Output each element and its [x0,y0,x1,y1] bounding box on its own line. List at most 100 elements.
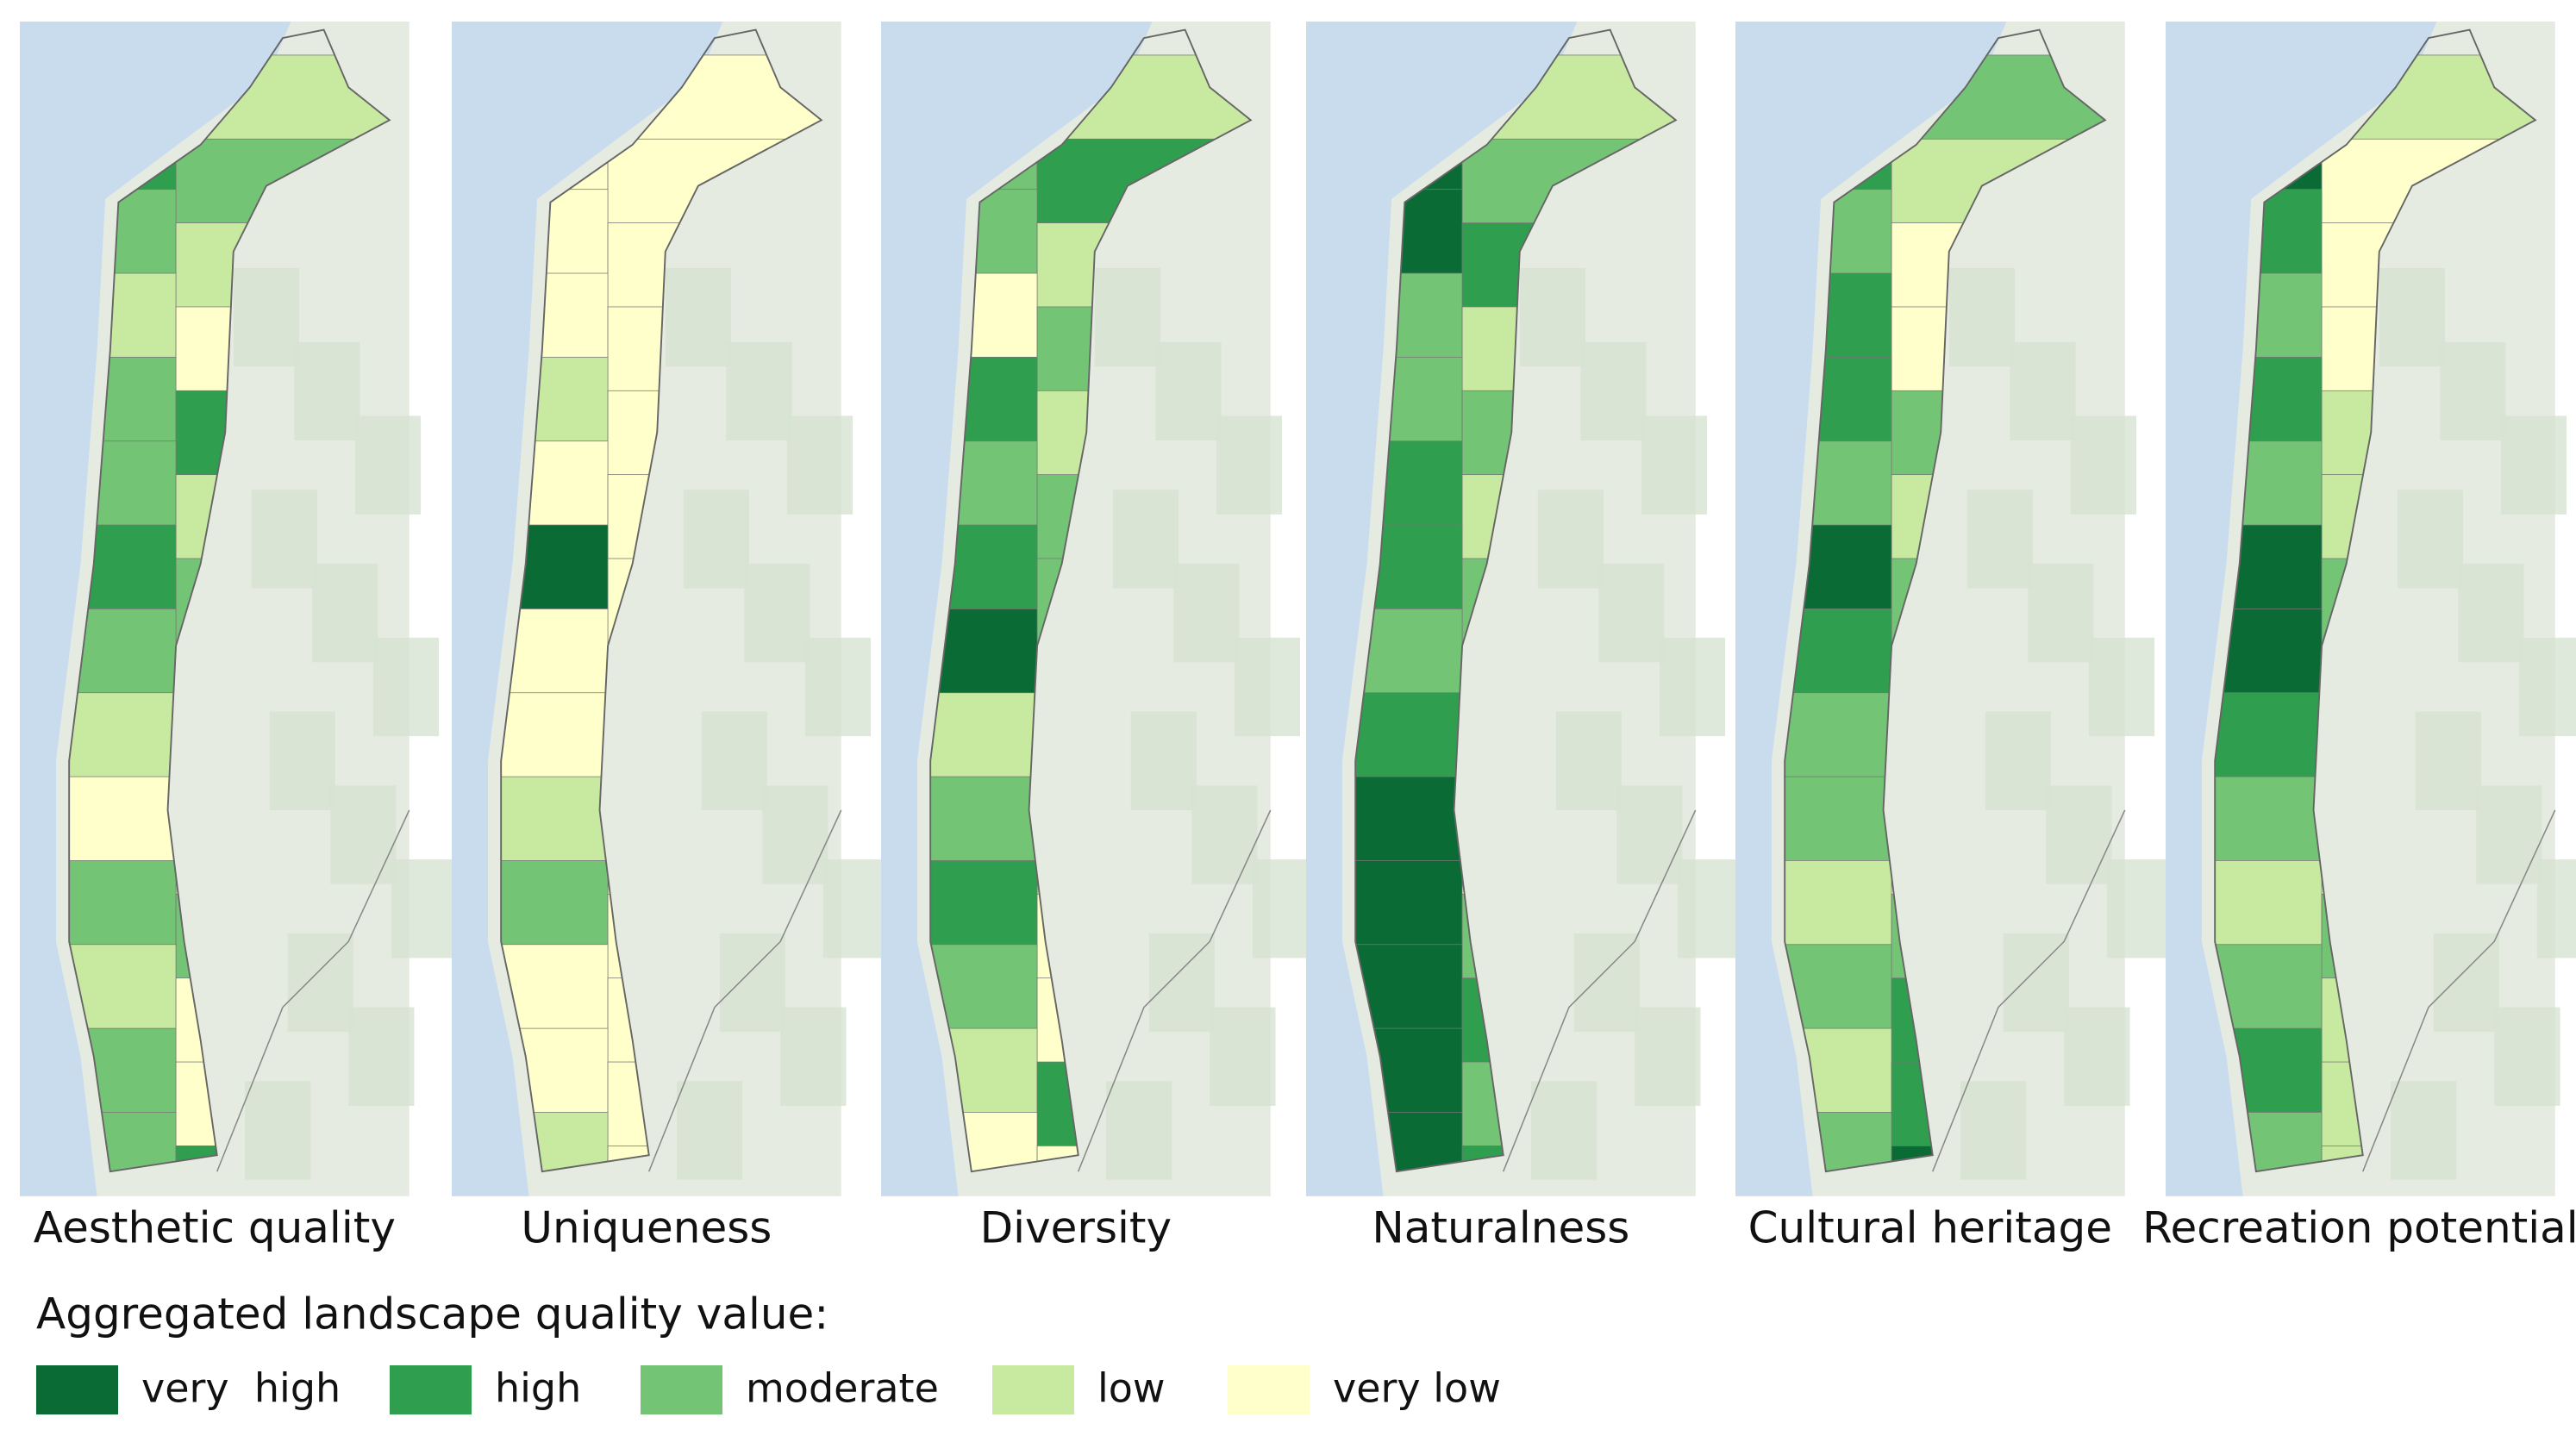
forest-patch [2518,637,2576,737]
strip-outline [68,28,391,1173]
forest-patch [1130,711,1197,810]
region [930,692,1038,778]
forest-patch [1659,637,1726,737]
forest-patch [2458,563,2524,663]
forest-patch [2070,415,2137,515]
forest-patch [2440,341,2506,441]
forest-patch [2379,267,2446,367]
region [1785,692,1892,778]
map-panel [1735,22,2173,1196]
legend-label: high [495,1365,581,1412]
forest-patch [2500,415,2567,515]
map-panel [1306,22,1743,1196]
forest-patch [1555,711,1622,810]
forest-patch [2046,785,2112,884]
forest-patch [2476,785,2542,884]
legend-label: moderate [746,1365,939,1412]
map-panel [452,22,889,1196]
forest-patch [683,490,749,589]
forest-patch [822,859,889,958]
water [2166,22,2437,1196]
water [881,22,1153,1196]
region [69,860,177,946]
panel-title: Recreation potential [2142,1203,2576,1253]
forest-patch [1173,563,1240,663]
legend-swatch [641,1365,722,1414]
forest-patch [391,859,457,958]
region [501,860,609,946]
forest-patch [2536,859,2576,958]
legend-label: very low [1333,1365,1501,1412]
forest-patch [2028,563,2094,663]
forest-patch [780,1007,847,1106]
forest-patch [2106,859,2173,958]
forest-patch [762,785,828,884]
forest-patch [665,267,732,367]
forest-patch [1148,933,1215,1033]
forest-patch [1191,785,1258,884]
region [501,692,609,778]
forest-patch [1234,637,1301,737]
forest-patch [1573,933,1640,1033]
forest-patch [2064,1007,2130,1106]
region [2215,692,2323,778]
legend-swatch [390,1365,472,1414]
forest-patch [1677,859,1743,958]
region [1355,692,1463,778]
forest-patch [1531,1081,1597,1180]
forest-patch [1094,267,1161,367]
forest-patch [2391,1081,2457,1180]
strip-outline [1784,28,2107,1173]
forest-patch [1616,785,1683,884]
region [69,692,177,778]
forest-patch [1635,1007,1701,1106]
border-line [2362,809,2556,1172]
forest-patch [2415,711,2481,810]
legend-swatch [36,1365,118,1414]
panel-title: Cultural heritage [1748,1203,2112,1253]
legend-label: low [1097,1365,1166,1412]
forest-patch [1155,341,1222,441]
region [930,944,1038,1030]
legend-swatch [1228,1365,1310,1414]
forest-patch [2010,341,2076,441]
forest-patch [719,933,785,1033]
forest-patch [245,1081,311,1180]
region [1785,944,1892,1030]
water [1306,22,1578,1196]
region [69,776,177,862]
forest-patch [701,711,767,810]
strip-outline [1354,28,1678,1173]
region [69,944,177,1030]
map-panel [2166,22,2576,1196]
forest-patch [744,563,810,663]
forest-patch [287,933,353,1033]
forest-patch [1641,415,1708,515]
panel-title: Uniqueness [521,1203,772,1253]
water [1735,22,2007,1196]
forest-patch [330,785,397,884]
border-line [1932,809,2126,1172]
legend-title: Aggregated landscape quality value: [36,1289,828,1339]
forest-patch [677,1081,743,1180]
forest-patch [1966,490,2033,589]
forest-patch [2433,933,2499,1033]
strip-outline [500,28,823,1173]
forest-patch [1519,267,1586,367]
forest-patch [2494,1007,2560,1106]
border-line [1503,809,1697,1172]
forest-patch [2397,490,2463,589]
region [930,776,1038,862]
border-line [216,809,410,1172]
forest-patch [1948,267,2016,367]
legend-label: very high [141,1365,341,1412]
forest-patch [1216,415,1283,515]
water [452,22,723,1196]
forest-patch [1598,563,1665,663]
water [20,22,291,1196]
forest-patch [2088,637,2155,737]
forest-patch [1112,490,1179,589]
forest-patch [1537,490,1604,589]
forest-patch [1960,1081,2027,1180]
forest-patch [269,711,335,810]
